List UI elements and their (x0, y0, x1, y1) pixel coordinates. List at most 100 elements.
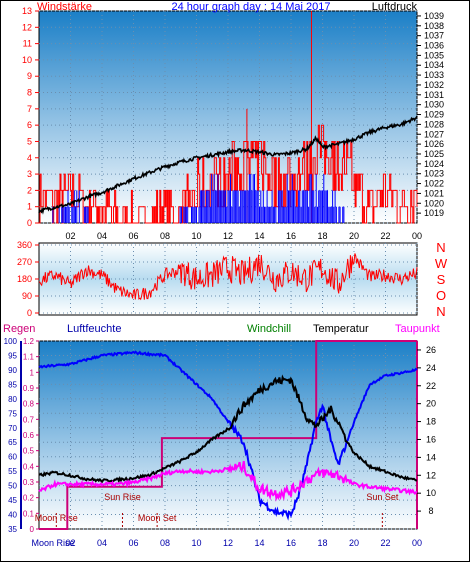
luftdruck-tick-label: 1035 (424, 50, 444, 60)
windstaerke-tick-label: 5 (27, 136, 32, 146)
windstaerke-tick-label: 10 (22, 55, 32, 65)
luftfeuchte-series (38, 350, 418, 521)
luftdruck-series (38, 115, 418, 215)
direction-tick-label: 90 (22, 291, 32, 301)
windstaerke-tick-label: 9 (27, 71, 32, 81)
event-label: Sun Set (366, 492, 399, 502)
panel1-right-label: Luftdruck (372, 1, 418, 13)
x-tick-label: 02 (65, 231, 75, 241)
x-tick-label: 08 (160, 231, 170, 241)
x-tick-label: 14 (254, 538, 264, 548)
regen-series (39, 340, 417, 530)
x-tick-label: 12 (223, 538, 233, 548)
rain-tick-label: 1 (30, 368, 35, 377)
humidity-tick-label: 85 (8, 380, 17, 389)
taupunkt-series (38, 460, 418, 502)
x-tick-label: 22 (380, 538, 390, 548)
x-tick-label: 06 (128, 231, 138, 241)
windstaerke-tick-label: 8 (27, 88, 32, 98)
temperature-tick-label: 12 (426, 470, 436, 480)
windstaerke-tick-label: 3 (27, 169, 32, 179)
luftdruck-tick-label: 1030 (424, 100, 444, 110)
windstaerke-tick-label: 7 (27, 104, 32, 114)
windstaerke-tick-label: 12 (22, 22, 32, 32)
luftdruck-tick-label: 1024 (424, 159, 444, 169)
x-tick-label: 00 (412, 538, 422, 548)
rain-tick-label: 1.1 (23, 353, 35, 362)
windstaerke-tick-label: 0 (27, 218, 32, 228)
x-tick-label: 04 (97, 538, 107, 548)
humidity-tick-label: 90 (8, 366, 17, 375)
windrichtung-series (38, 253, 418, 301)
panel1-left-label: Windstärke (37, 1, 92, 13)
luftdruck-tick-label: 1028 (424, 119, 444, 129)
luftdruck-tick-label: 1032 (424, 80, 444, 90)
x-tick-label: 02 (65, 538, 75, 548)
luftdruck-tick-label: 1019 (424, 208, 444, 218)
luftdruck-tick-label: 1023 (424, 169, 444, 179)
humidity-tick-label: 65 (8, 438, 17, 447)
humidity-tick-label: 55 (8, 467, 17, 476)
x-tick-label: 20 (349, 538, 359, 548)
x-tick-label: 18 (317, 538, 327, 548)
luftdruck-tick-label: 1027 (424, 129, 444, 139)
windstaerke-tick-label: 6 (27, 120, 32, 130)
windstaerke-series (39, 124, 418, 224)
x-tick-label-moon-rise: Moon Rise (31, 538, 74, 548)
axes-layer: 0123456789101112131019102010211022102310… (4, 6, 448, 548)
humidity-tick-label: 70 (8, 424, 17, 433)
dewpoint-label: Taupunkt (395, 323, 440, 335)
direction-tick-label: 270 (17, 257, 32, 267)
compass-label: S (437, 272, 446, 287)
rain-tick-label: 0.5 (23, 447, 35, 456)
windstaerke-tick-label: 11 (23, 39, 32, 49)
luftdruck-tick-label: 1025 (424, 149, 444, 159)
rain-tick-label: 0 (30, 525, 35, 534)
luftdruck-tick-label: 1031 (424, 90, 444, 100)
compass-label: W (435, 256, 448, 271)
x-tick-label: 00 (412, 231, 422, 241)
temperature-tick-label: 18 (426, 417, 436, 427)
rain-tick-label: 0.4 (23, 462, 35, 471)
windstaerke-tick-label: 4 (27, 153, 32, 163)
x-tick-label: 04 (97, 231, 107, 241)
temperature-tick-label: 16 (426, 434, 436, 444)
rain-tick-label: 0.7 (23, 415, 35, 424)
x-tick-label: 20 (349, 231, 359, 241)
temperature-tick-label: 20 (426, 399, 436, 409)
x-tick-label: 22 (380, 231, 390, 241)
x-tick-label: 10 (191, 538, 201, 548)
luftdruck-tick-label: 1033 (424, 70, 444, 80)
temperature-tick-label: 24 (426, 363, 436, 373)
luftdruck-tick-label: 1038 (424, 21, 444, 31)
compass-label: N (436, 304, 445, 319)
temperatur-series (38, 374, 418, 484)
humidity-tick-label: 60 (8, 453, 17, 462)
event-label: Moon Rise (35, 513, 78, 523)
temperature-tick-label: 22 (426, 381, 436, 391)
temperature-tick-label: 8 (428, 506, 433, 516)
humidity-tick-label: 50 (8, 482, 17, 491)
series-layer: Moon Rise Sun Rise Moon Set Sun Set (35, 11, 418, 530)
x-tick-label: 18 (317, 231, 327, 241)
direction-tick-label: 0 (27, 308, 32, 318)
event-label: Sun Rise (104, 492, 141, 502)
luftdruck-tick-label: 1021 (424, 188, 444, 198)
humidity-tick-label: 95 (8, 351, 17, 360)
temperature-tick-label: 10 (426, 488, 436, 498)
windstaerke-tick-label: 13 (22, 6, 32, 16)
x-tick-label: 08 (160, 538, 170, 548)
compass-label: O (436, 288, 446, 303)
windstaerke-tick-label: 2 (27, 185, 32, 195)
windstaerke-blue-series (52, 174, 345, 223)
luftdruck-tick-label: 1037 (424, 31, 444, 41)
windchill-label: Windchill (247, 323, 291, 335)
event-label: Moon Set (138, 513, 177, 523)
rain-tick-label: 0.6 (23, 431, 35, 440)
humidity-tick-label: 100 (4, 337, 18, 346)
x-tick-label: 10 (191, 231, 201, 241)
temperature-tick-label: 26 (426, 345, 436, 355)
luftdruck-tick-label: 1022 (424, 179, 444, 189)
